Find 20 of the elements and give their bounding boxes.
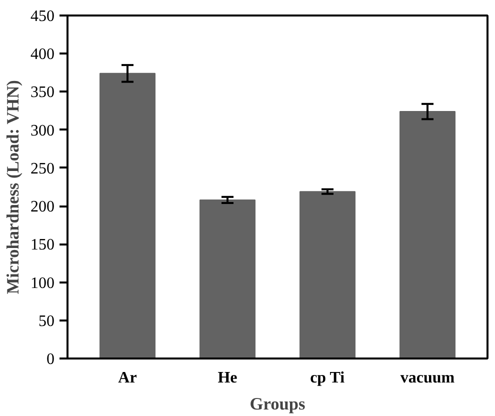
x-tick-label: He bbox=[218, 370, 238, 386]
y-tick-label: 0 bbox=[46, 351, 54, 368]
y-tick-label: 400 bbox=[30, 46, 54, 64]
y-axis-title: Microhardness (Load: VHN) bbox=[4, 80, 22, 294]
y-tick-label: 450 bbox=[30, 8, 54, 25]
y-tick-label: 150 bbox=[30, 236, 54, 254]
x-axis-title: Groups bbox=[250, 394, 306, 414]
y-tick-label: 350 bbox=[30, 84, 54, 102]
y-tick-label: 300 bbox=[30, 122, 54, 140]
bar bbox=[100, 72, 156, 358]
x-tick-label: vacuum bbox=[400, 370, 456, 386]
y-tick-label: 50 bbox=[38, 312, 54, 330]
bar bbox=[200, 199, 256, 358]
y-tick-label: 250 bbox=[30, 160, 54, 178]
x-tick-label: Ar bbox=[118, 370, 137, 386]
bar bbox=[300, 191, 356, 358]
bar bbox=[400, 111, 456, 358]
y-tick-label: 100 bbox=[30, 274, 54, 292]
x-tick-label: cp Ti bbox=[310, 370, 346, 386]
y-tick-label: 200 bbox=[30, 198, 54, 216]
